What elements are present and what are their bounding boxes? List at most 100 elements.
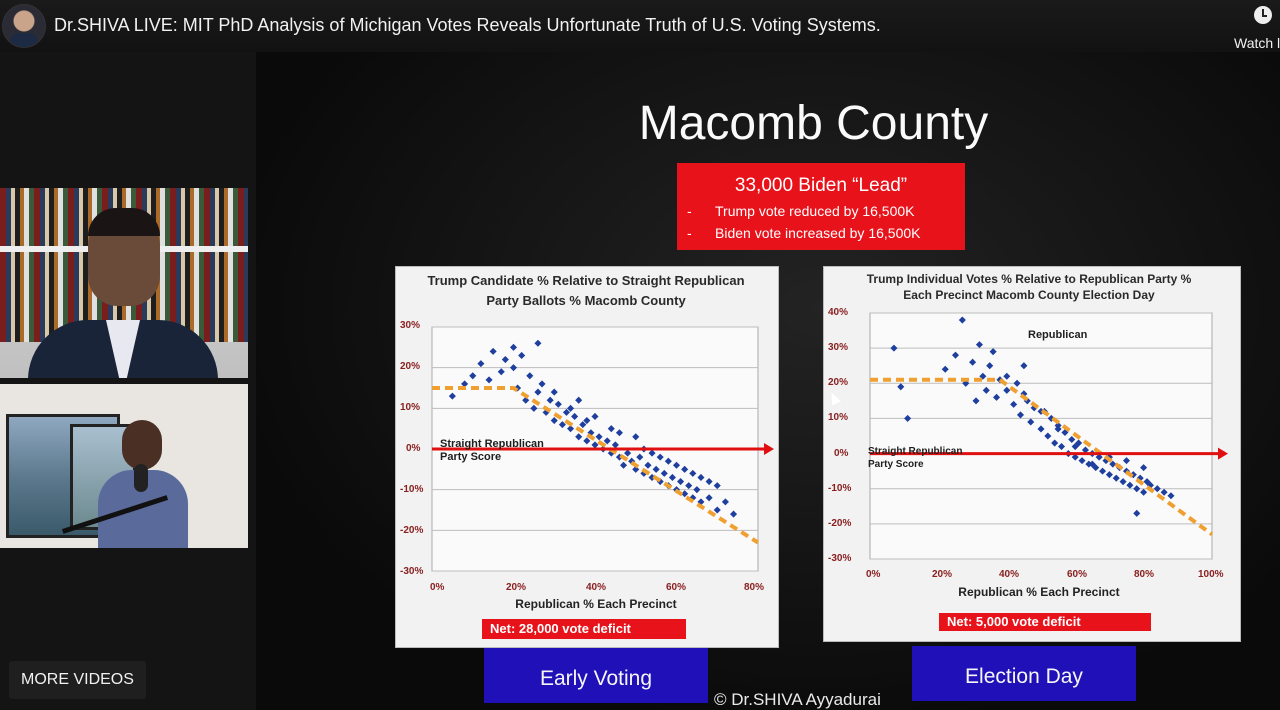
lead-line-text: Biden vote increased by 16,500K	[715, 225, 921, 241]
data-point	[713, 506, 721, 514]
data-point	[951, 351, 960, 359]
video-title[interactable]: Dr.SHIVA LIVE: MIT PhD Analysis of Michi…	[54, 15, 881, 35]
data-point	[591, 412, 599, 421]
data-point	[1088, 460, 1096, 468]
x-axis-label: Republican % Each Precinct	[958, 585, 1120, 599]
y-tick: 20%	[400, 361, 421, 372]
lead-headline: 33,000 Biden “Lead”	[734, 175, 908, 196]
data-point	[497, 368, 505, 376]
data-point	[554, 400, 562, 408]
early-voting-chart: Trump Candidate % Relative to Straight R…	[395, 266, 779, 648]
data-point	[693, 486, 701, 494]
data-point	[489, 347, 497, 355]
y-tick: 40%	[828, 307, 849, 318]
data-point	[648, 473, 656, 482]
channel-avatar[interactable]	[2, 4, 46, 48]
x-axis-label: Republican % Each Precinct	[515, 597, 677, 611]
x-tick: 80%	[1134, 569, 1155, 580]
data-point	[571, 412, 579, 421]
data-point	[1003, 372, 1011, 380]
data-point	[469, 372, 477, 380]
arrow-head	[1218, 447, 1228, 460]
data-point	[890, 344, 898, 352]
series-annotation-top: Republican	[1028, 329, 1088, 341]
data-point	[1010, 400, 1018, 408]
presentation-slide: Macomb County 33,000 Biden “Lead” - Trum…	[256, 40, 1280, 710]
webcam-host	[0, 188, 248, 378]
x-tick: 20%	[932, 569, 953, 580]
y-tick: 0%	[406, 443, 421, 454]
y-tick: 30%	[400, 320, 421, 331]
x-tick: 20%	[506, 582, 527, 593]
y-tick: -10%	[828, 483, 852, 494]
chart-title: Trump Individual Votes % Relative to Rep…	[866, 272, 1192, 302]
x-tick: 60%	[1067, 569, 1088, 580]
data-point	[975, 341, 983, 349]
x-tick: 40%	[586, 582, 607, 593]
data-point	[656, 453, 664, 461]
webcam-guest	[0, 384, 248, 548]
microphone-icon	[134, 464, 148, 492]
y-tick: -10%	[400, 484, 424, 495]
data-point	[509, 343, 518, 351]
data-point	[713, 482, 721, 490]
slide-title: Macomb County	[638, 97, 989, 150]
data-point	[941, 365, 949, 373]
data-point	[518, 351, 526, 360]
data-point	[448, 392, 456, 400]
chart-title: Trump Candidate % Relative to Straight R…	[427, 273, 745, 308]
trend-line	[432, 386, 760, 545]
scatter-plot	[869, 312, 1228, 560]
y-tick: 10%	[828, 412, 849, 423]
series-annotation: Straight Republican Party Score	[868, 446, 963, 470]
data-point	[652, 465, 660, 473]
data-point	[648, 449, 656, 457]
guest-person	[90, 420, 200, 548]
data-point	[1051, 439, 1059, 447]
net-deficit-label: Net: 5,000 vote deficit	[939, 613, 1151, 631]
election-day-chart: Trump Individual Votes % Relative to Rep…	[823, 266, 1241, 642]
x-tick: 80%	[744, 582, 765, 593]
y-tick: 30%	[828, 342, 849, 353]
credit-line: © Dr.SHIVA Ayyadurai	[714, 690, 881, 709]
webcam-panel	[0, 52, 256, 710]
data-point	[591, 441, 599, 449]
trend-line	[870, 377, 1214, 537]
data-point	[1109, 460, 1117, 468]
x-tick: 0%	[866, 569, 881, 580]
election-day-button[interactable]: Election Day	[912, 646, 1136, 701]
dash: -	[687, 225, 692, 241]
data-point	[477, 360, 485, 368]
data-point	[509, 364, 518, 372]
watch-later-label: Watch l	[1234, 35, 1280, 51]
data-point	[1013, 379, 1021, 387]
plot-area	[869, 312, 1213, 560]
early-voting-button[interactable]: Early Voting	[484, 648, 708, 703]
y-tick: -20%	[828, 518, 852, 529]
data-point	[672, 461, 681, 469]
clock-icon	[1254, 6, 1272, 24]
data-point	[689, 469, 697, 477]
data-point	[972, 397, 980, 405]
more-videos-button[interactable]: MORE VIDEOS	[9, 661, 146, 699]
data-point	[1099, 467, 1107, 475]
data-point	[697, 473, 705, 482]
data-point	[730, 510, 738, 518]
series-annotation: Straight Republican Party Score	[440, 438, 544, 463]
lead-box: 33,000 Biden “Lead” - Trump vote reduced…	[677, 163, 965, 250]
y-tick: -30%	[400, 566, 424, 577]
net-deficit-label: Net: 28,000 vote deficit	[482, 619, 686, 639]
data-point	[615, 429, 623, 437]
data-point	[636, 453, 644, 461]
watch-later-button[interactable]: Watch l	[1228, 2, 1280, 52]
x-tick: 40%	[999, 569, 1020, 580]
video-header: Dr.SHIVA LIVE: MIT PhD Analysis of Michi…	[0, 0, 1280, 52]
y-tick: 0%	[834, 448, 849, 459]
y-tick: 10%	[400, 402, 421, 413]
data-point	[611, 441, 619, 449]
y-tick: 20%	[828, 377, 849, 388]
x-tick: 100%	[1198, 569, 1224, 580]
data-point	[989, 348, 997, 356]
arrow-head	[764, 443, 774, 455]
x-tick: 0%	[430, 582, 445, 593]
